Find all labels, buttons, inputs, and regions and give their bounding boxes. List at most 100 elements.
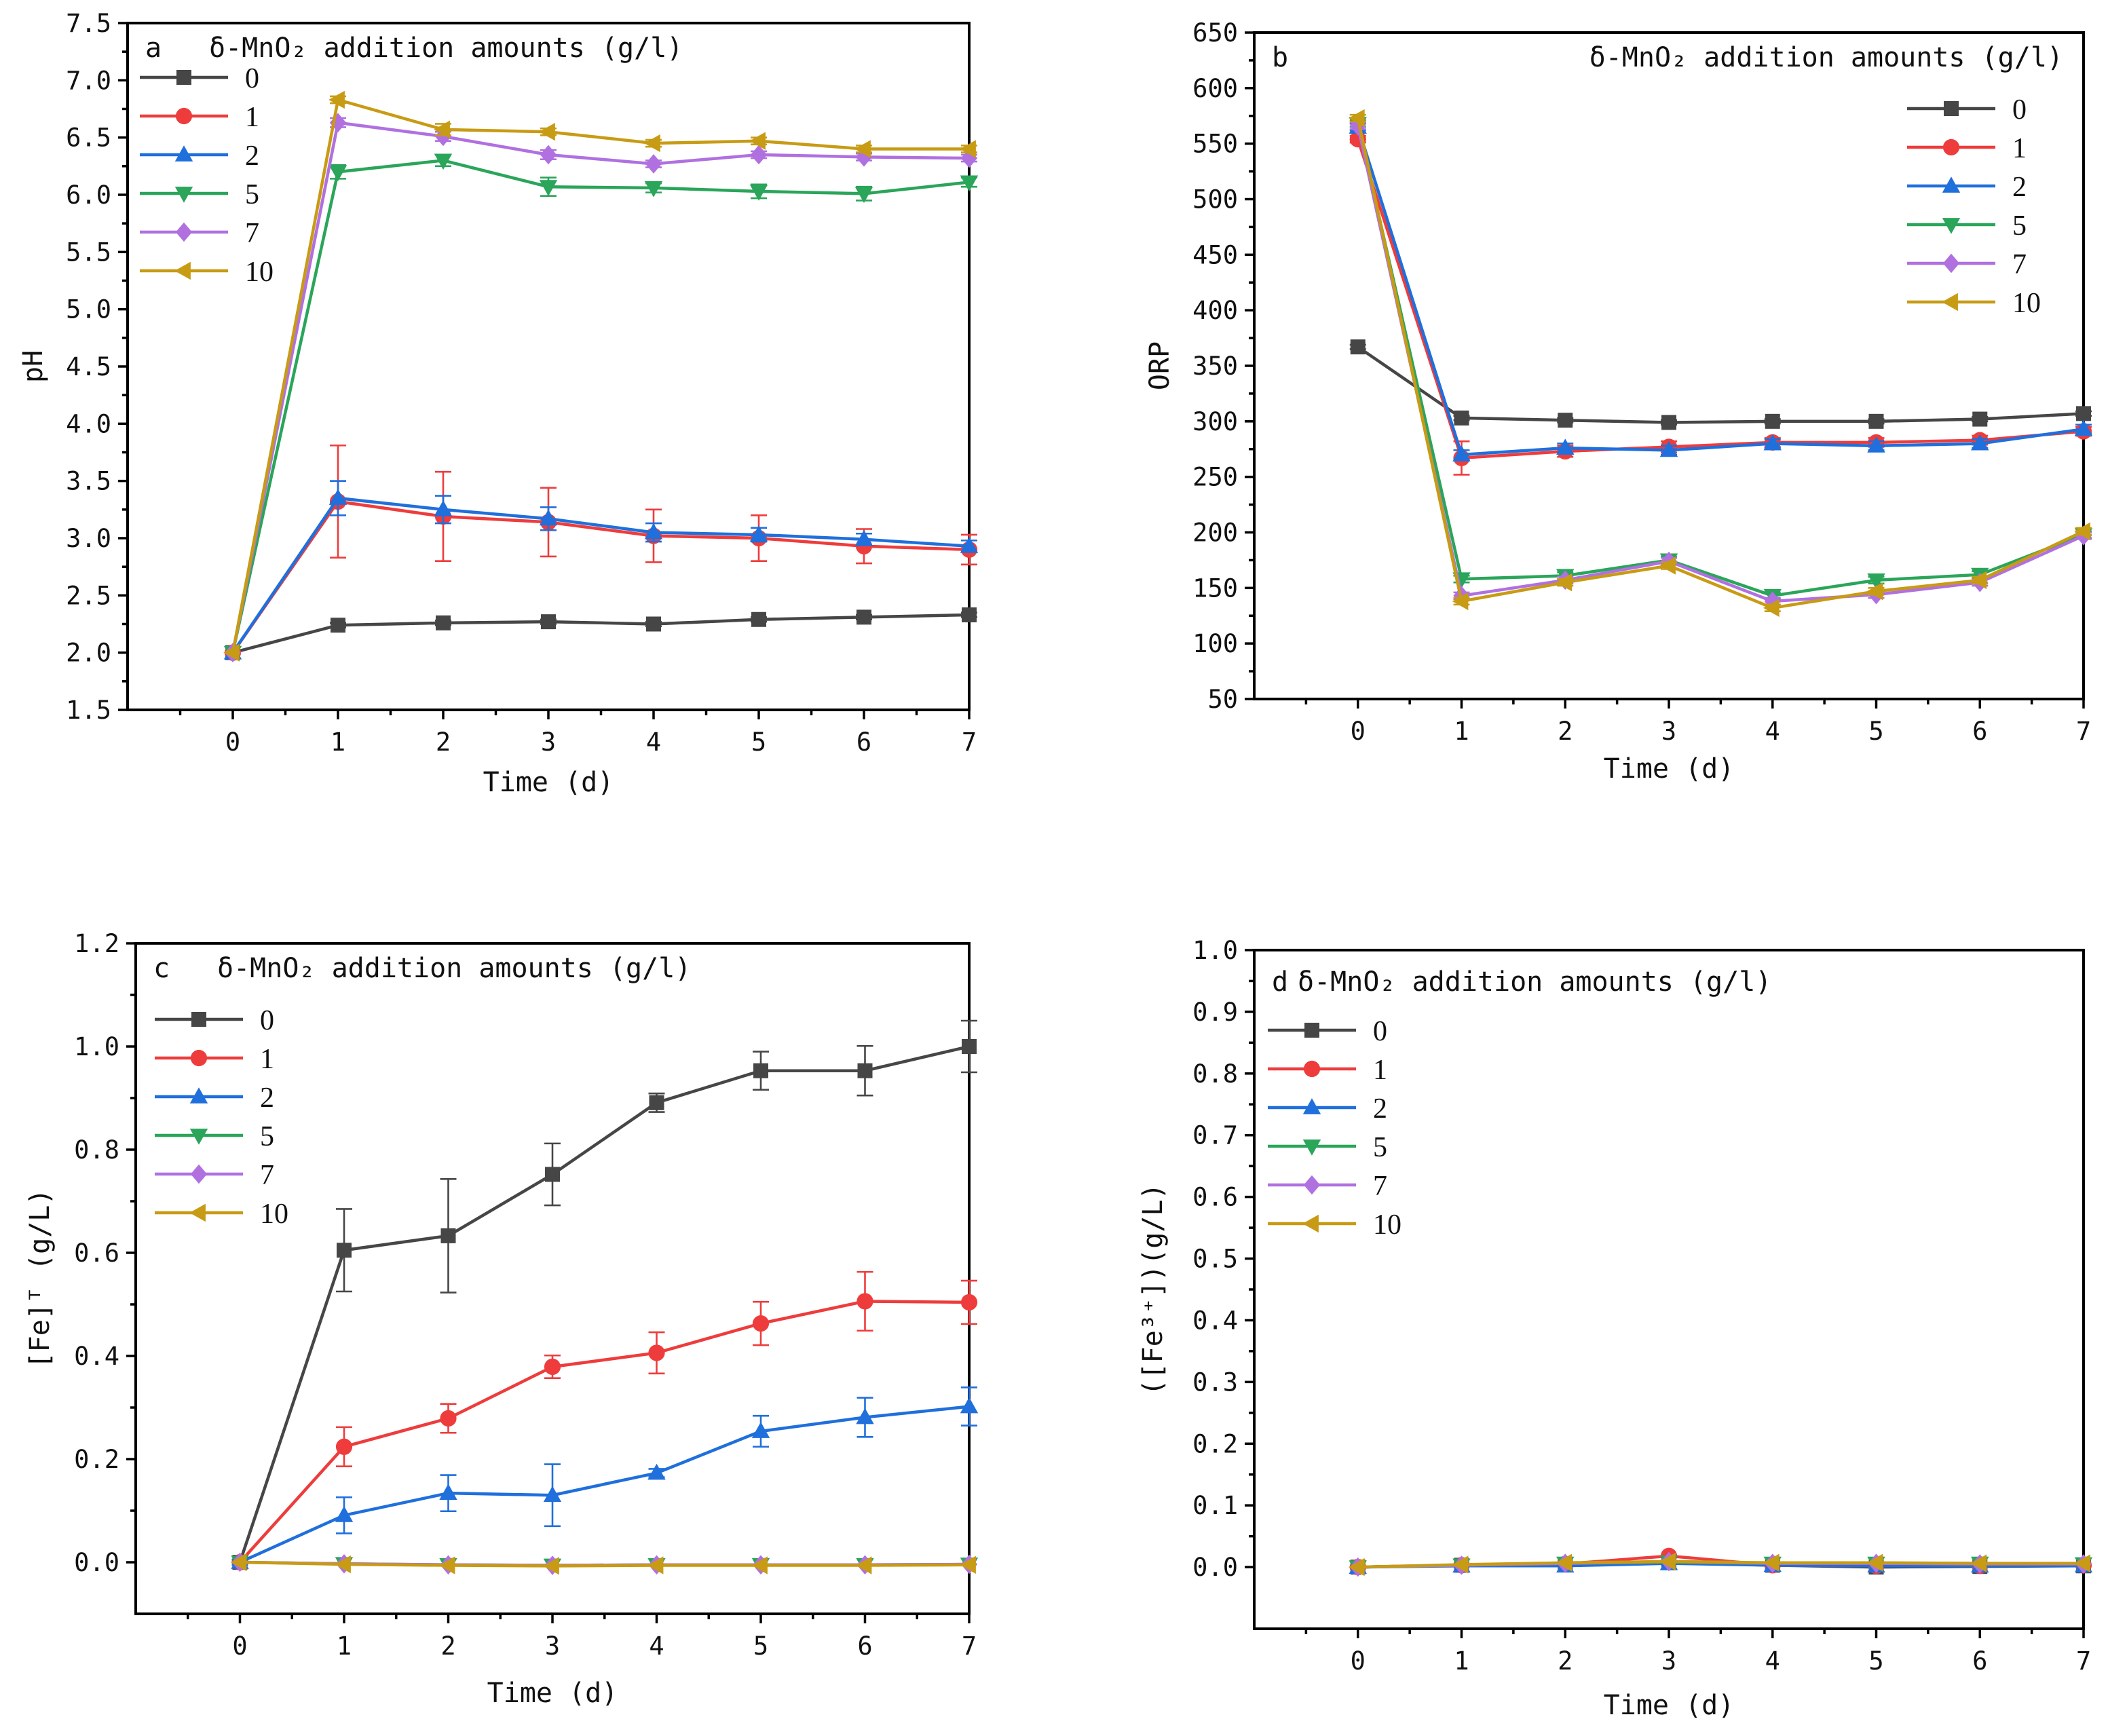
data-point — [1349, 109, 1365, 128]
x-tick-label: 5 — [751, 728, 766, 757]
legend-marker — [174, 187, 193, 203]
legend-marker — [190, 1164, 208, 1184]
legend-item: 10 — [1907, 288, 2041, 319]
y-tick-label: 0.1 — [1192, 1491, 1238, 1520]
y-tick-label: 450 — [1192, 240, 1238, 269]
data-point — [1868, 413, 1884, 429]
data-point — [434, 120, 450, 139]
legend-marker — [190, 1049, 208, 1067]
y-tick-label: 150 — [1192, 573, 1238, 603]
legend-label: 10 — [1373, 1209, 1401, 1241]
legend-label: 10 — [260, 1199, 288, 1230]
y-tick-label: 300 — [1192, 407, 1238, 436]
legend-item: 2 — [1268, 1093, 1387, 1125]
legend-marker — [175, 222, 193, 242]
y-tick-label: 7.5 — [66, 9, 111, 38]
legend-marker — [1942, 293, 1958, 312]
data-point — [1765, 413, 1780, 429]
legend-marker — [1303, 1060, 1321, 1078]
series-10 — [223, 90, 977, 662]
x-tick-label: 4 — [646, 728, 661, 757]
x-tick-label: 1 — [331, 728, 345, 757]
x-tick-label: 6 — [1972, 1646, 1987, 1676]
x-tick-label: 7 — [962, 1631, 977, 1661]
data-point — [649, 1095, 664, 1110]
panel-letter: d — [1272, 966, 1288, 998]
x-tick-label: 2 — [1558, 717, 1573, 746]
legend-item: 5 — [140, 179, 259, 210]
data-point — [439, 1484, 457, 1501]
data-point — [646, 616, 661, 632]
y-tick-label: 4.0 — [66, 409, 111, 438]
legend-marker — [189, 1087, 208, 1103]
y-tick-label: 4.5 — [66, 352, 111, 381]
y-tick-label: 3.5 — [66, 467, 111, 496]
data-point — [752, 1315, 770, 1332]
legend-label: 10 — [245, 257, 274, 288]
panel-letter: c — [153, 953, 170, 984]
data-point — [1556, 438, 1575, 455]
data-point — [328, 489, 347, 505]
data-point — [854, 187, 873, 204]
x-tick-label: 6 — [857, 1631, 872, 1661]
legend-marker — [1942, 218, 1961, 234]
data-point — [230, 1553, 247, 1572]
data-point — [434, 126, 452, 147]
series-line — [1356, 125, 2084, 603]
x-tick-label: 5 — [1868, 717, 1883, 746]
series-line — [1357, 345, 2084, 424]
legend-label: 0 — [260, 1005, 274, 1036]
y-tick-label: 200 — [1192, 518, 1238, 548]
data-point — [749, 185, 768, 201]
legend-item: 5 — [1907, 210, 2027, 242]
legend-title: δ-MnO₂ addition amounts (g/l) — [217, 953, 691, 984]
data-point — [543, 1486, 562, 1503]
data-point — [434, 500, 453, 516]
legend-title: δ-MnO₂ addition amounts (g/l) — [1589, 42, 2063, 73]
data-point — [960, 1555, 976, 1574]
data-point — [1763, 599, 1780, 617]
data-point — [750, 145, 768, 165]
legend-item: 2 — [1907, 172, 2027, 203]
legend-label: 2 — [245, 140, 259, 172]
x-tick-label: 6 — [857, 728, 871, 757]
legend-marker — [1303, 1175, 1321, 1195]
legend-label: 10 — [2012, 288, 2041, 319]
data-point — [962, 607, 977, 623]
legend-item: 0 — [140, 63, 259, 94]
data-point — [644, 181, 663, 197]
x-tick-label: 0 — [1351, 1646, 1366, 1676]
data-point — [960, 537, 979, 553]
legend-label: 7 — [1373, 1171, 1387, 1202]
data-point — [541, 614, 556, 630]
data-point — [962, 1039, 977, 1054]
data-point — [960, 1397, 979, 1414]
data-point — [751, 1422, 770, 1438]
data-point — [1452, 1555, 1469, 1574]
x-tick-label: 0 — [225, 728, 240, 757]
legend-marker — [1942, 253, 1960, 273]
data-point — [1763, 1553, 1780, 1572]
y-tick-label: 0.7 — [1192, 1121, 1238, 1150]
legend-label: 2 — [1373, 1093, 1387, 1125]
x-tick-label: 7 — [962, 728, 977, 757]
data-point — [647, 1556, 664, 1574]
legend-item: 5 — [1268, 1132, 1387, 1163]
legend: 0 1 2 5 7 10 — [155, 1005, 288, 1230]
legend-label: 2 — [260, 1082, 274, 1114]
data-point — [1659, 1552, 1676, 1571]
legend-item: 1 — [1268, 1055, 1387, 1086]
data-point — [855, 147, 873, 167]
series-5 — [223, 153, 979, 662]
data-point — [328, 90, 345, 109]
data-point — [1970, 1554, 1987, 1572]
legend-title: δ-MnO₂ addition amounts (g/l) — [1298, 966, 1771, 998]
legend-marker — [1302, 1098, 1321, 1114]
data-point — [960, 140, 976, 158]
legend-label: 1 — [1373, 1055, 1387, 1086]
panel-a: 1.5 2.0 2.5 3.0 3.5 4.0 4.5 5.0 5.5 6.0 6.5 7.0 7.5 0… — [18, 9, 979, 798]
legend-item: 10 — [155, 1199, 288, 1230]
y-tick-label: 3.0 — [66, 524, 111, 553]
